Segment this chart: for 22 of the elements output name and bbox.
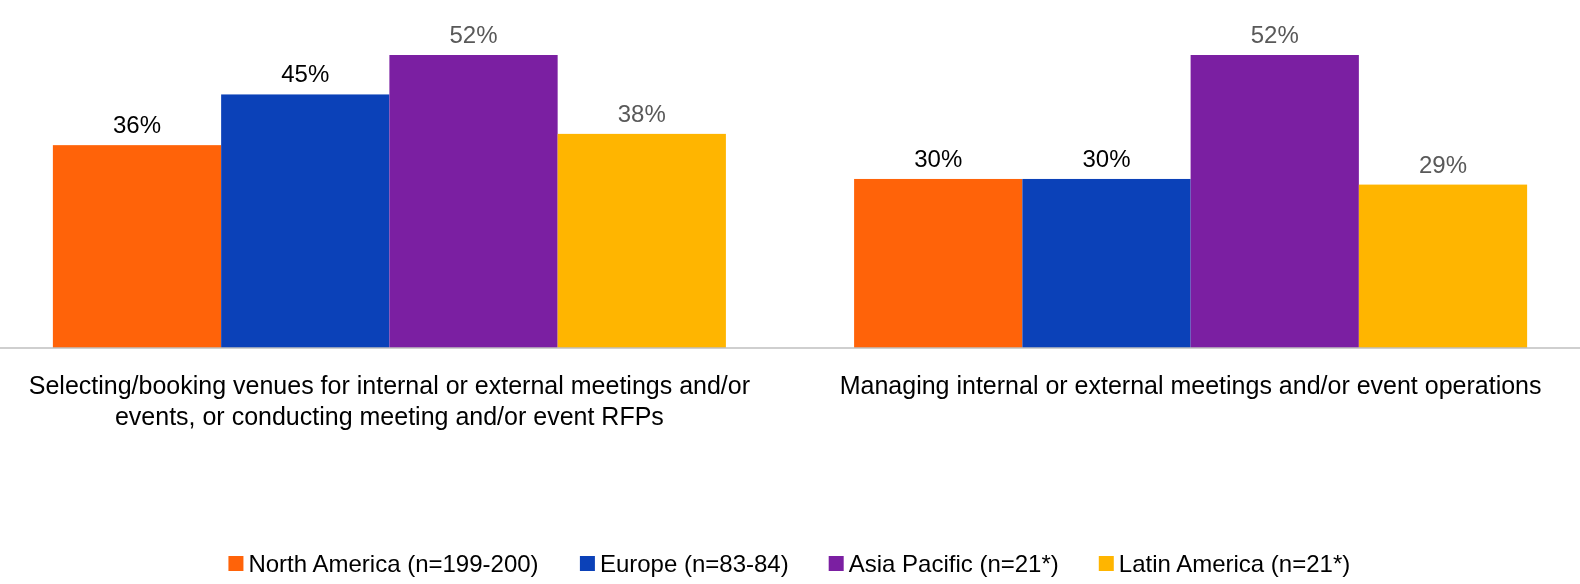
bar xyxy=(389,55,558,348)
legend-label: Latin America (n=21*) xyxy=(1118,550,1351,577)
legend-label: Europe (n=83-84) xyxy=(599,550,789,577)
data-label: 29% xyxy=(1418,150,1468,178)
x-tick-label: Managing internal or external meetings and/or event operations xyxy=(839,371,1542,399)
data-label: 30% xyxy=(914,144,963,172)
bar xyxy=(1190,55,1359,348)
data-label: 52% xyxy=(449,21,498,48)
data-label: 36% xyxy=(112,111,162,139)
data-label: 52% xyxy=(1250,21,1299,48)
bar xyxy=(52,145,222,348)
bar xyxy=(854,178,1023,348)
bar xyxy=(1358,184,1528,348)
data-label: 30% xyxy=(1082,144,1131,172)
bar xyxy=(221,94,390,348)
data-label: 38% xyxy=(617,99,666,127)
x-tick-label: Selecting/booking venues for internal or external meetings and/or events, or conducting meeting and/or event RFPs xyxy=(28,371,751,430)
legend-label: Asia Pacific (n=21*) xyxy=(848,550,1059,577)
data-label: 45% xyxy=(281,60,330,88)
bar xyxy=(1022,178,1191,348)
bar xyxy=(557,133,726,348)
legend-label: North America (n=199-200) xyxy=(248,550,539,577)
